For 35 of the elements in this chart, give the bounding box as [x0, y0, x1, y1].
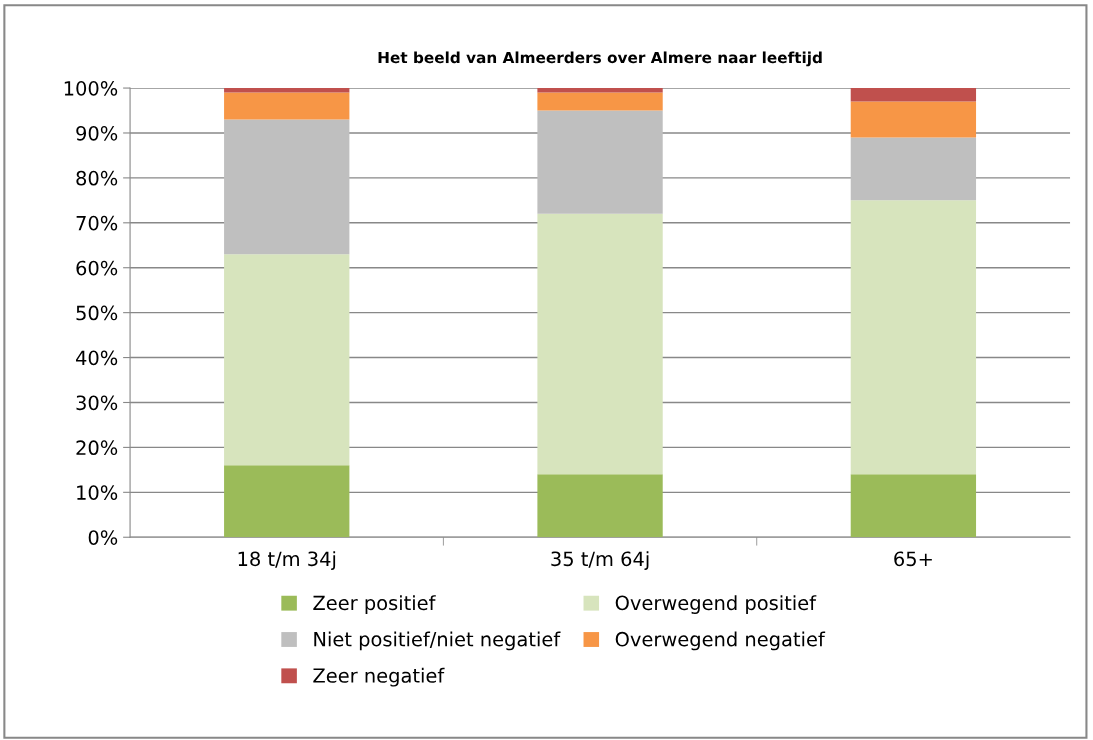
bar: [537, 474, 663, 538]
bar: [850, 200, 977, 475]
y-tick-label: 30%: [76, 395, 118, 411]
y-tick-label: 60%: [76, 260, 118, 276]
bar: [224, 92, 350, 120]
bar: [850, 101, 977, 138]
bar: [224, 254, 350, 466]
y-tick-label: 80%: [76, 170, 118, 186]
bar: [224, 119, 350, 255]
legend-label: Zeer negatief: [313, 667, 445, 687]
bar: [537, 110, 663, 214]
y-tick-label: 100%: [64, 81, 118, 96]
x-tick-label: 35 t/m 64j: [551, 551, 649, 570]
legend-label: Zeer positief: [313, 595, 436, 614]
y-tick-label: 10%: [77, 485, 118, 500]
legend-label: Niet positief/niet negatief: [314, 631, 561, 651]
x-tick-label: 65+: [894, 551, 932, 567]
x-tick-label: 18 t/m 34j: [238, 551, 336, 570]
y-tick-label: 50%: [76, 305, 118, 321]
legend-label: Overwegend positief: [615, 595, 817, 614]
bar: [850, 88, 977, 102]
y-tick-label: 90%: [76, 125, 118, 141]
bar: [850, 474, 977, 538]
bar: [850, 137, 977, 201]
chart-title: Het beeld van Almeerders over Almere naar leeftijd: [378, 51, 822, 67]
y-tick-label: 70%: [76, 215, 118, 231]
bar: [224, 465, 350, 538]
y-tick-label: 20%: [76, 440, 118, 456]
bar: [224, 88, 350, 93]
bar: [537, 213, 663, 475]
legend-label: Overwegend negatief: [615, 631, 826, 651]
bar: [537, 92, 663, 111]
bar: [537, 88, 663, 93]
y-tick-label: 40%: [75, 350, 118, 366]
y-tick-label: 0%: [88, 530, 118, 545]
